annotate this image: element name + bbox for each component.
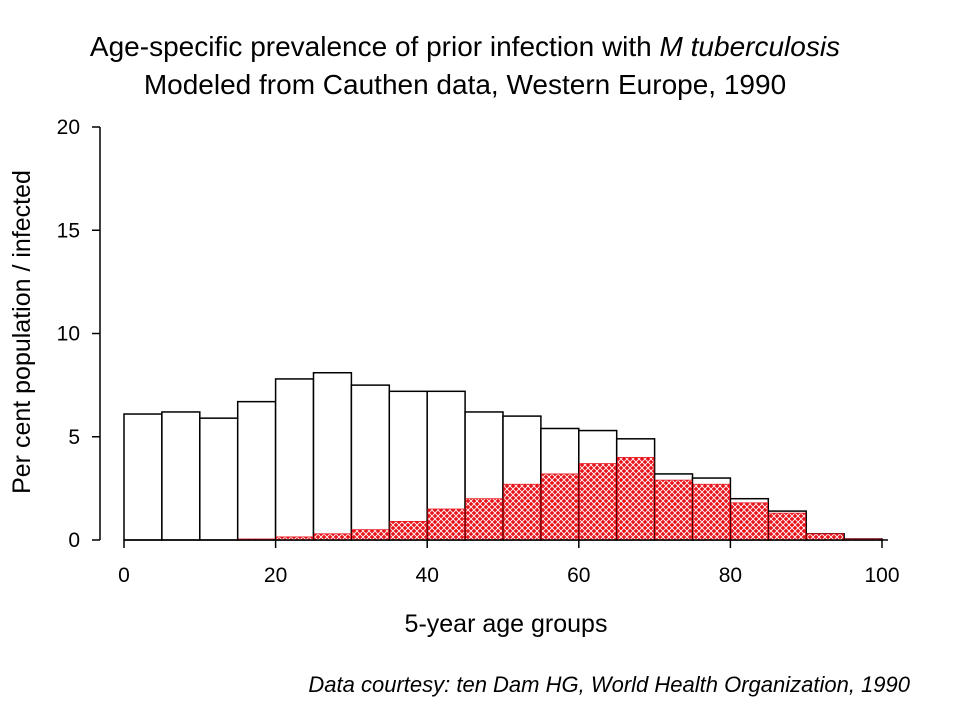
x-tick-label: 60 [567, 564, 590, 587]
y-tick-label: 20 [57, 116, 80, 139]
x-tick-label: 20 [264, 564, 287, 587]
population-bar [199, 417, 239, 541]
infected-bar [313, 533, 352, 541]
chart-title-prefix: Age-specific prevalence of prior infecti… [90, 31, 660, 62]
infected-bar [351, 529, 389, 541]
infected-bars [238, 456, 882, 541]
x-tick-label: 100 [864, 564, 899, 587]
infected-bar [617, 456, 655, 541]
population-bar [388, 390, 428, 541]
infected-bar [579, 463, 617, 541]
x-axis-ticks: 0 20 40 60 80 100 [118, 540, 900, 587]
infected-bar [730, 502, 768, 541]
y-tick-label: 10 [57, 323, 80, 346]
infected-bar [465, 498, 503, 541]
data-credit: Data courtesy: ten Dam HG, World Health … [308, 672, 910, 697]
y-axis-label: Per cent population / infected [8, 170, 36, 494]
population-bar [236, 400, 277, 541]
chart-title-italic: M tuberculosis [660, 31, 841, 62]
infected-bar [654, 479, 693, 541]
y-axis-ticks: 0 5 10 15 20 [57, 116, 100, 552]
x-tick-label: 80 [719, 564, 742, 587]
infected-bar [806, 533, 844, 541]
population-bar [123, 413, 163, 541]
infected-bar [768, 512, 806, 541]
infected-bar [692, 483, 731, 541]
infected-bar [389, 521, 427, 541]
x-tick-label: 40 [416, 564, 439, 587]
x-axis-label: 5-year age groups [405, 610, 608, 638]
chart-title-line-1: Age-specific prevalence of prior infecti… [90, 31, 840, 62]
chart-title-line-2: Modeled from Cauthen data, Western Europ… [144, 69, 786, 100]
population-bars [123, 371, 883, 541]
infected-bar [503, 483, 541, 541]
population-bar [350, 384, 391, 541]
x-tick-label: 0 [118, 564, 130, 587]
infected-bar [427, 508, 465, 541]
y-tick-label: 5 [68, 426, 80, 449]
population-bar [312, 371, 353, 541]
y-tick-label: 15 [57, 219, 80, 242]
y-tick-label: 0 [68, 529, 80, 552]
population-bar [161, 411, 201, 541]
infected-bar [541, 473, 579, 541]
population-bar [274, 378, 315, 541]
